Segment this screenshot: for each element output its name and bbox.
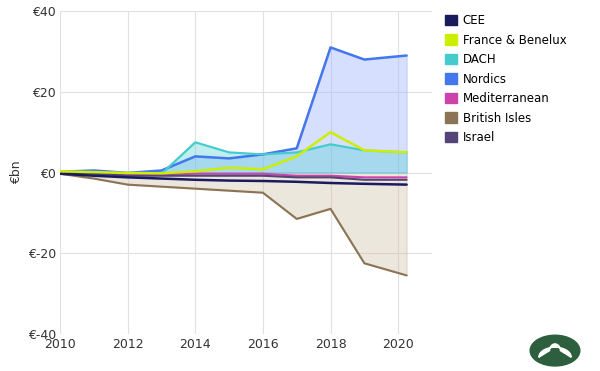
Circle shape bbox=[530, 335, 580, 366]
Y-axis label: €bn: €bn bbox=[10, 161, 23, 184]
Legend: CEE, France & Benelux, DACH, Nordics, Mediterranean, British Isles, Israel: CEE, France & Benelux, DACH, Nordics, Me… bbox=[442, 11, 570, 148]
Polygon shape bbox=[539, 344, 571, 357]
